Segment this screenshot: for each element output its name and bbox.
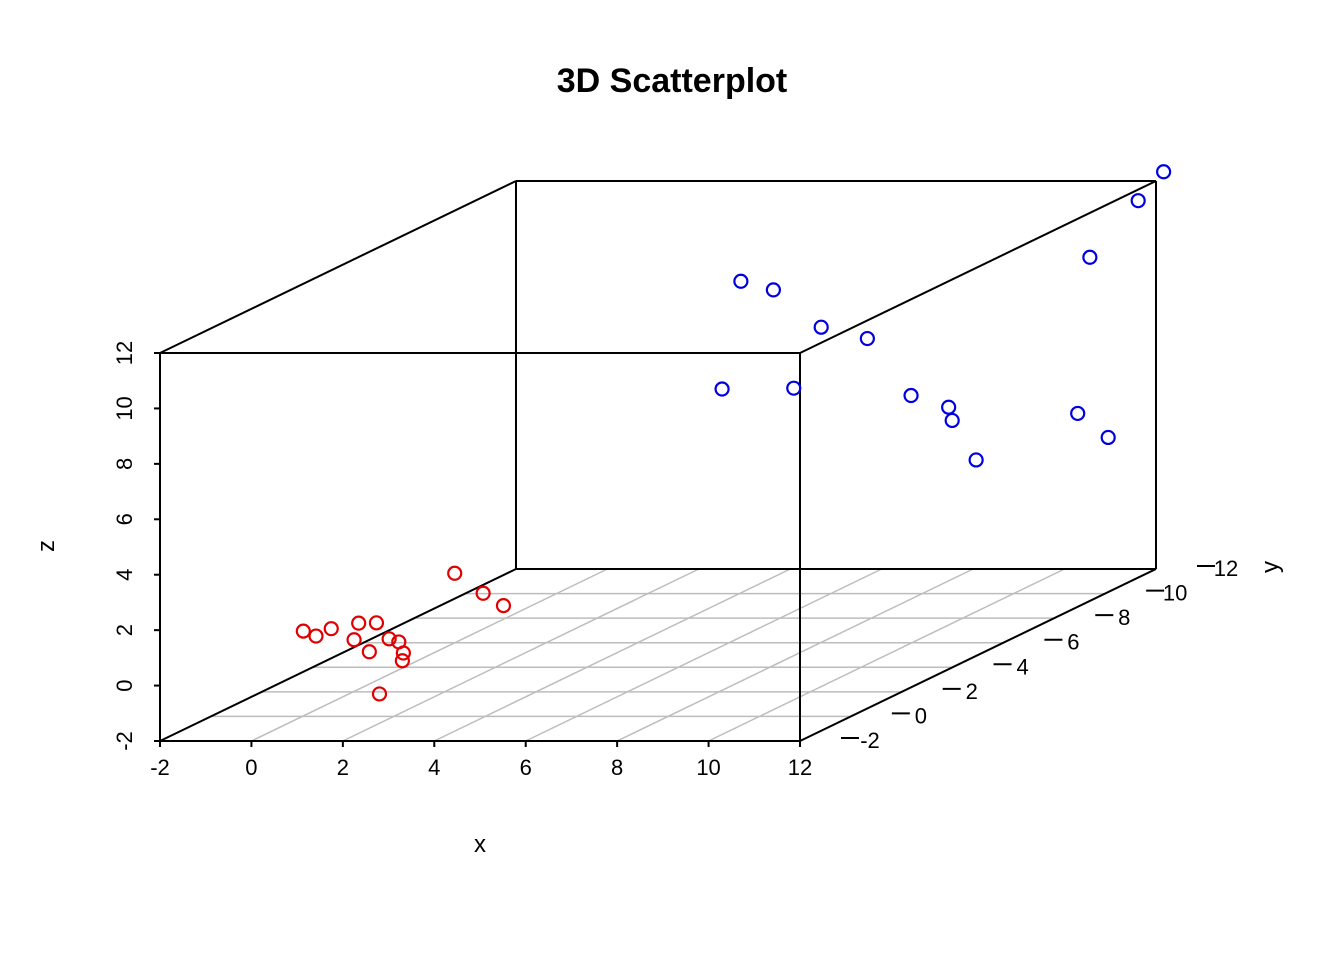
data-point <box>1156 164 1172 180</box>
data-point <box>903 387 919 404</box>
data-point <box>308 628 324 644</box>
axis-ticks: -2 0 2 4 6 8 10 12 -2 0 2 4 6 8 10 12 -2 0 2 4 6 8 10 12 <box>112 341 1238 780</box>
grid-line-x <box>616 568 974 742</box>
data-point <box>1070 405 1086 422</box>
data-point <box>1082 249 1098 265</box>
z-tick-label: -2 <box>112 731 137 751</box>
data-point <box>714 381 730 397</box>
y-tick-label: 12 <box>1214 556 1238 581</box>
y-tick-label: 10 <box>1163 581 1187 606</box>
data-point <box>786 380 802 396</box>
grid-line-x <box>525 568 883 742</box>
box-edge <box>799 180 1157 354</box>
box-edge <box>159 568 517 742</box>
data-point <box>394 653 410 669</box>
y-tick-label: -2 <box>860 728 880 753</box>
data-point <box>765 282 781 298</box>
z-tick-label: 4 <box>112 569 137 581</box>
z-tick-label: 6 <box>112 513 137 525</box>
grid-line-x <box>251 568 608 742</box>
data-point <box>733 273 749 289</box>
z-tick-label: 10 <box>112 396 137 420</box>
x-axis-label: x <box>474 831 486 858</box>
z-axis-label: z <box>33 540 60 552</box>
x-tick-label: 12 <box>788 755 812 780</box>
data-point <box>371 686 388 702</box>
y-axis-label: y <box>1257 561 1284 573</box>
x-tick-label: 4 <box>428 755 440 780</box>
y-tick-label: 2 <box>966 679 978 704</box>
grid-line-x <box>433 568 791 742</box>
z-tick-label: 0 <box>112 679 137 691</box>
y-tick-label: 4 <box>1016 654 1028 679</box>
data-point <box>361 644 377 660</box>
chart-title: 3D Scatterplot <box>557 62 788 100</box>
data-point <box>351 615 367 631</box>
floor-grid <box>210 568 1106 742</box>
x-tick-label: 2 <box>337 755 349 780</box>
data-point <box>1100 429 1116 446</box>
box-edge <box>159 180 517 354</box>
data-point <box>941 399 957 415</box>
data-point <box>475 585 491 601</box>
grid-line-x <box>342 568 700 742</box>
z-tick-label: 2 <box>112 624 137 636</box>
y-tick-label: 0 <box>915 703 927 728</box>
data-point <box>813 319 829 335</box>
data-point <box>395 645 411 661</box>
data-point <box>968 452 984 468</box>
data-point <box>447 565 463 581</box>
data-point <box>495 598 512 614</box>
y-tick-label: 8 <box>1118 605 1130 630</box>
x-tick-label: -2 <box>150 755 170 780</box>
data-point <box>1130 193 1146 209</box>
data-point <box>944 412 960 429</box>
grid-line-x <box>708 568 1065 742</box>
x-tick-label: 10 <box>696 755 720 780</box>
data-point <box>368 615 385 631</box>
box-edge <box>799 568 1157 742</box>
y-tick-label: 6 <box>1067 630 1079 655</box>
data-point <box>381 631 397 647</box>
x-tick-label: 6 <box>520 755 532 780</box>
data-points <box>295 164 1172 702</box>
plot-box <box>159 180 1157 742</box>
data-point <box>295 623 311 639</box>
z-tick-label: 12 <box>112 341 137 365</box>
data-point <box>346 632 362 648</box>
z-tick-label: 8 <box>112 458 137 470</box>
data-point <box>323 621 339 637</box>
x-tick-label: 0 <box>245 755 257 780</box>
x-tick-label: 8 <box>611 755 623 780</box>
data-point <box>859 330 875 347</box>
